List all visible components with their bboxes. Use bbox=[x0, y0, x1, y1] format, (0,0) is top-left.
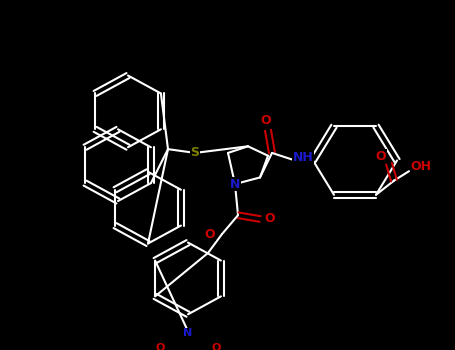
Text: N: N bbox=[230, 177, 240, 190]
Text: O: O bbox=[211, 343, 221, 350]
Text: N: N bbox=[183, 328, 192, 338]
Text: O: O bbox=[376, 149, 386, 163]
Text: O: O bbox=[205, 228, 215, 240]
Text: O: O bbox=[155, 343, 165, 350]
Text: O: O bbox=[261, 114, 271, 127]
Text: NH: NH bbox=[293, 151, 313, 164]
Text: S: S bbox=[191, 146, 199, 159]
Text: O: O bbox=[265, 212, 275, 225]
Text: OH: OH bbox=[410, 160, 431, 173]
